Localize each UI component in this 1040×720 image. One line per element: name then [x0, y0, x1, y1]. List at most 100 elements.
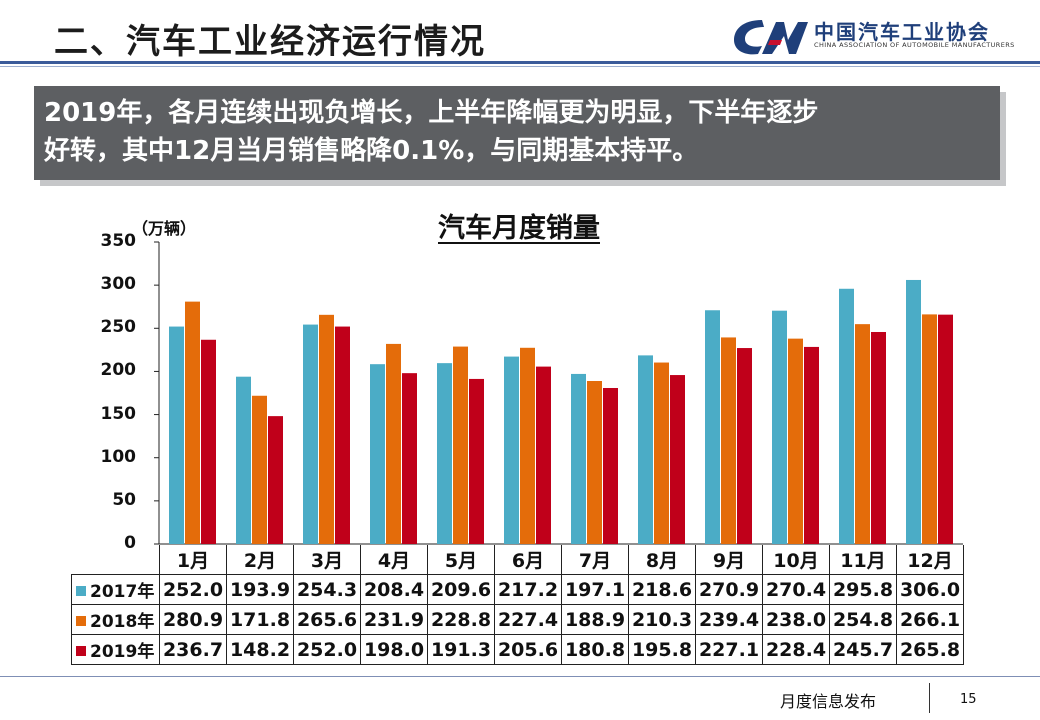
data-label: 228.4	[762, 634, 830, 665]
y-tick-label: 150	[100, 403, 137, 424]
y-tick-label: 100	[100, 446, 137, 467]
data-label: 295.8	[829, 574, 897, 605]
legend-swatch	[76, 586, 86, 596]
bar-2019年-1月	[201, 339, 216, 544]
category-label: 7月	[561, 545, 629, 575]
y-tick-label: 300	[100, 274, 137, 295]
category-label: 12月	[896, 545, 964, 575]
chart-title: 汽车月度销量	[438, 213, 600, 244]
bar-2018年-11月	[855, 324, 870, 544]
bar-2019年-4月	[402, 373, 417, 544]
caam-logo: 中国汽车工业协会 CHINA ASSOCIATION OF AUTOMOBILE…	[732, 14, 1014, 58]
data-label: 231.9	[360, 604, 428, 635]
bar-2018年-12月	[922, 314, 937, 544]
data-label: 197.1	[561, 574, 629, 605]
bar-2018年-1月	[185, 301, 200, 544]
bar-2018年-8月	[654, 362, 669, 544]
data-label: 198.0	[360, 634, 428, 665]
bar-2018年-7月	[587, 381, 602, 544]
logo-chinese-name: 中国汽车工业协会	[814, 20, 990, 44]
data-table: 1月 2月 3月 4月 5月 6月 7月 8月 9月 10月 11月 12月 2017年 252.0 19…	[71, 545, 964, 665]
bar-2017年-6月	[504, 356, 519, 544]
legend-entry: 2018年	[71, 604, 160, 635]
data-label: 208.4	[360, 574, 428, 605]
data-label: 306.0	[896, 574, 964, 605]
category-label: 2月	[226, 545, 294, 575]
bar-2019年-8月	[670, 375, 685, 544]
data-label: 236.7	[159, 634, 227, 665]
footer-divider	[0, 676, 1040, 677]
y-tick-label: 350	[100, 231, 137, 251]
logo-english-name: CHINA ASSOCIATION OF AUTOMOBILE MANUFACT…	[814, 41, 1015, 49]
data-label: 254.8	[829, 604, 897, 635]
footer-separator	[929, 683, 930, 713]
data-label: 254.3	[293, 574, 361, 605]
summary-line-2: 好转，其中12月当月销售略降0.1%，与同期基本持平。	[44, 136, 699, 166]
bar-2017年-2月	[236, 376, 251, 544]
page-title: 二、汽车工业经济运行情况	[54, 22, 486, 62]
bar-2019年-12月	[938, 314, 953, 544]
summary-text: 2019年，各月连续出现负增长，上半年降幅更为明显，下半年逐步 好转，其中12月…	[44, 94, 994, 170]
bar-2018年-9月	[721, 337, 736, 544]
caam-logo-icon	[734, 20, 808, 55]
category-label: 3月	[293, 545, 361, 575]
data-label: 195.8	[628, 634, 696, 665]
summary-line-1: 2019年，各月连续出现负增长，上半年降幅更为明显，下半年逐步	[44, 98, 819, 128]
data-label: 188.9	[561, 604, 629, 635]
bar-2019年-2月	[268, 416, 283, 544]
bar-2018年-10月	[788, 338, 803, 544]
bar-2018年-3月	[319, 314, 334, 544]
bar-2017年-7月	[571, 373, 586, 544]
legend-swatch	[76, 646, 86, 656]
header-divider	[0, 61, 1040, 64]
data-label: 227.1	[695, 634, 763, 665]
data-label: 252.0	[293, 634, 361, 665]
data-label: 180.8	[561, 634, 629, 665]
table-row: 2019年 236.7 148.2 252.0 198.0 191.3 205.6 180.8…	[71, 634, 964, 665]
bar-2017年-11月	[839, 288, 854, 544]
bar-2017年-5月	[437, 363, 452, 544]
bar-2018年-5月	[453, 346, 468, 544]
table-row: 2017年 252.0 193.9 254.3 208.4 209.6 217.2 197.1…	[71, 574, 964, 605]
bar-2017年-4月	[370, 364, 385, 544]
page-number: 15	[960, 692, 977, 707]
data-label: 245.7	[829, 634, 897, 665]
category-label: 10月	[762, 545, 830, 575]
legend-entry: 2019年	[71, 634, 160, 665]
y-tick-label: 0	[124, 533, 136, 553]
data-label: 239.4	[695, 604, 763, 635]
data-label: 205.6	[494, 634, 562, 665]
data-label: 217.2	[494, 574, 562, 605]
data-label: 227.4	[494, 604, 562, 635]
bar-2018年-2月	[252, 395, 267, 544]
data-label: 270.9	[695, 574, 763, 605]
data-label: 265.6	[293, 604, 361, 635]
bar-2019年-7月	[603, 387, 618, 544]
table-header-row: 1月 2月 3月 4月 5月 6月 7月 8月 9月 10月 11月 12月	[72, 545, 964, 575]
legend-label: 2018年	[90, 612, 155, 632]
category-label: 1月	[159, 545, 227, 575]
y-tick-label: 200	[100, 360, 137, 381]
data-label: 191.3	[427, 634, 495, 665]
legend-swatch	[76, 616, 86, 626]
data-label: 209.6	[427, 574, 495, 605]
bar-2019年-5月	[469, 378, 484, 544]
data-label: 193.9	[226, 574, 294, 605]
category-label: 11月	[829, 545, 897, 575]
bar-2019年-11月	[871, 331, 886, 544]
category-label: 9月	[695, 545, 763, 575]
bar-2017年-1月	[169, 326, 184, 544]
bar-2017年-3月	[303, 324, 318, 544]
data-label: 238.0	[762, 604, 830, 635]
legend-entry: 2017年	[71, 574, 160, 605]
data-label: 270.4	[762, 574, 830, 605]
summary-banner: 2019年，各月连续出现负增长，上半年降幅更为明显，下半年逐步 好转，其中12月…	[34, 86, 1000, 180]
header-divider-thin	[0, 66, 1040, 67]
bar-2017年-9月	[705, 310, 720, 544]
table-row: 2018年 280.9 171.8 265.6 231.9 228.8 227.4 188.9…	[71, 604, 964, 635]
y-tick-label: 250	[100, 317, 137, 338]
footer-label: 月度信息发布	[780, 692, 877, 711]
legend-label: 2019年	[90, 642, 155, 662]
bar-2017年-8月	[638, 355, 653, 544]
